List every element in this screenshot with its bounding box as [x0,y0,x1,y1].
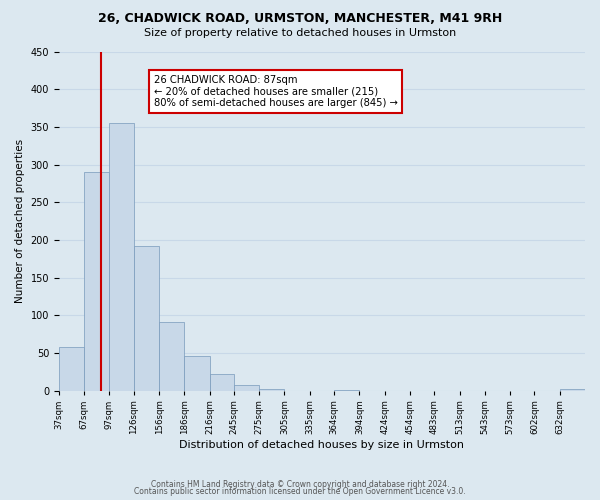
X-axis label: Distribution of detached houses by size in Urmston: Distribution of detached houses by size … [179,440,464,450]
Bar [259,389,284,390]
Bar [234,384,259,390]
Bar [109,123,134,390]
Text: 26 CHADWICK ROAD: 87sqm
← 20% of detached houses are smaller (215)
80% of semi-d: 26 CHADWICK ROAD: 87sqm ← 20% of detache… [154,75,397,108]
Bar [84,172,109,390]
Bar [59,347,84,391]
Text: 26, CHADWICK ROAD, URMSTON, MANCHESTER, M41 9RH: 26, CHADWICK ROAD, URMSTON, MANCHESTER, … [98,12,502,26]
Bar [184,356,209,390]
Bar [134,246,159,390]
Bar [560,389,585,390]
Bar [159,322,184,390]
Y-axis label: Number of detached properties: Number of detached properties [15,139,25,303]
Text: Contains public sector information licensed under the Open Government Licence v3: Contains public sector information licen… [134,487,466,496]
Text: Size of property relative to detached houses in Urmston: Size of property relative to detached ho… [144,28,456,38]
Bar [209,374,234,390]
Text: Contains HM Land Registry data © Crown copyright and database right 2024.: Contains HM Land Registry data © Crown c… [151,480,449,489]
